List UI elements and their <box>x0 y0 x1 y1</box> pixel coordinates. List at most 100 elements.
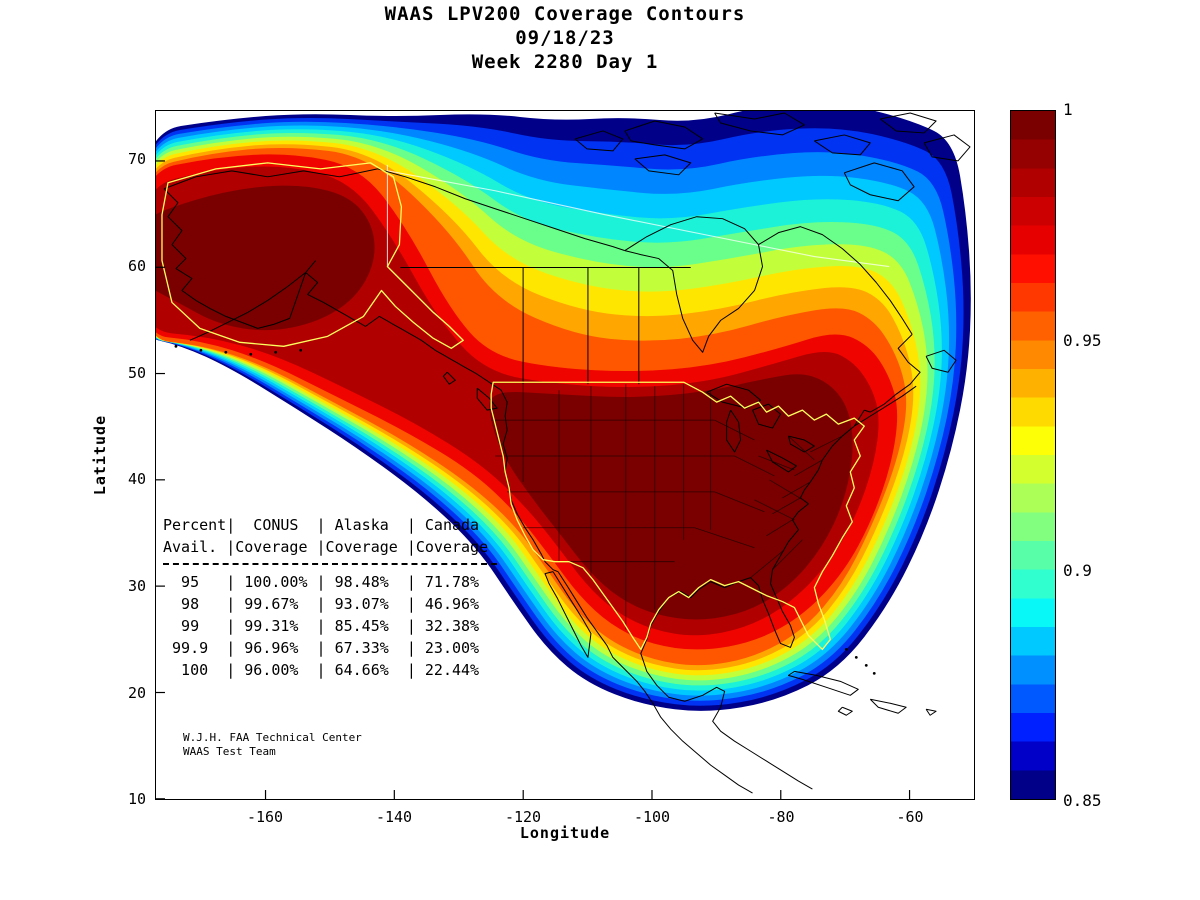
state-border <box>714 419 755 441</box>
axis-tick-marks <box>156 160 911 799</box>
region-line <box>387 170 890 268</box>
state-border <box>772 539 803 570</box>
y-tick-label: 50 <box>127 364 146 382</box>
title-line-2: 09/18/23 <box>515 27 615 49</box>
table-header-row: Percent| CONUS | Alaska | Canada <box>163 516 498 534</box>
island-dot <box>174 344 178 348</box>
state-border <box>714 491 765 513</box>
island-dot <box>844 648 848 651</box>
island-dot <box>854 656 858 659</box>
coastline <box>864 333 921 413</box>
x-axis-label: Longitude <box>519 824 611 842</box>
colorbar <box>1010 110 1056 800</box>
state-borders <box>491 384 843 630</box>
coastline <box>305 260 559 573</box>
coastline <box>854 385 917 427</box>
y-tick-label: 40 <box>127 470 146 488</box>
y-tick-label: 20 <box>127 684 146 702</box>
contour-fills <box>156 111 971 711</box>
coastline <box>843 162 915 202</box>
island-dot <box>224 350 228 354</box>
coastline <box>787 435 815 453</box>
coastline <box>923 134 971 162</box>
coastline <box>752 403 781 429</box>
x-tick-label: -100 <box>633 808 671 826</box>
coastline <box>634 154 692 176</box>
coastline <box>837 706 853 716</box>
coastline <box>758 226 913 335</box>
x-tick-label: -160 <box>246 808 284 826</box>
y-tick-label: 30 <box>127 577 146 595</box>
table-row: 99.9 | 96.96% | 67.33% | 23.00% <box>163 639 498 657</box>
coastline <box>879 112 937 134</box>
state-border <box>782 481 811 499</box>
coastline <box>189 272 306 341</box>
island-dot <box>274 350 278 354</box>
island-dot <box>872 671 876 675</box>
contour-core-alaska <box>156 185 375 331</box>
contour-core-conus <box>489 374 853 620</box>
state-border <box>734 455 775 477</box>
coastline <box>476 387 498 411</box>
island-dot <box>299 348 303 352</box>
coastline <box>442 371 456 385</box>
y-tick-label: 10 <box>127 790 146 808</box>
coverage-table: Percent| CONUS | Alaska | Canada Avail. … <box>163 514 497 681</box>
state-border <box>788 435 815 461</box>
x-tick-label: -60 <box>896 808 924 826</box>
coastline <box>714 112 805 136</box>
coastline <box>869 698 907 714</box>
table-row: 100 | 96.00% | 64.66% | 22.44% <box>163 661 498 679</box>
coastline <box>925 349 957 373</box>
map-plot-area <box>155 110 975 800</box>
coastline <box>544 571 592 658</box>
coastline <box>787 670 859 696</box>
table-row: 98 | 99.67% | 93.07% | 46.96% <box>163 595 498 613</box>
credit-line-1: W.J.H. FAA Technical Center <box>183 731 362 744</box>
table-row: 99 | 99.31% | 85.45% | 32.38% <box>163 617 498 635</box>
coastline <box>624 216 764 353</box>
coverage-contour-map <box>156 111 971 799</box>
state-border <box>750 549 785 578</box>
colorbar-tick-label: 0.9 <box>1063 561 1092 580</box>
coastline <box>557 571 753 794</box>
table-divider <box>163 563 497 565</box>
colorbar-tick-label: 1 <box>1063 100 1073 119</box>
colorbar-tick-label: 0.85 <box>1063 791 1102 810</box>
coverage-region-outlines <box>161 162 865 651</box>
state-border <box>754 499 795 521</box>
page-title: WAAS LPV200 Coverage Contours 09/18/23 W… <box>155 2 975 74</box>
coastline <box>163 168 626 252</box>
island-dot <box>249 352 253 356</box>
island-dot <box>864 663 868 667</box>
y-axis-label: Latitude <box>91 414 109 496</box>
coastline <box>726 409 742 453</box>
coastline <box>640 409 865 790</box>
x-tick-label: -140 <box>375 808 413 826</box>
coastline <box>925 708 937 716</box>
table-row: 95 | 100.00% | 98.48% | 71.78% <box>163 573 498 591</box>
alaska-outline <box>161 162 464 349</box>
credit-line-2: WAAS Test Team <box>183 745 276 758</box>
state-border <box>794 459 823 477</box>
state-border <box>772 497 801 515</box>
x-tick-label: -80 <box>767 808 795 826</box>
coastline <box>706 383 762 409</box>
title-line-1: WAAS LPV200 Coverage Contours <box>384 3 746 25</box>
coastline <box>624 120 704 150</box>
state-border <box>758 455 795 471</box>
credit-text: W.J.H. FAA Technical Center WAAS Test Te… <box>183 731 362 759</box>
state-border <box>766 519 793 537</box>
coastline <box>574 130 624 152</box>
state-border <box>810 435 843 453</box>
state-border <box>694 527 755 549</box>
island-dot <box>199 348 203 352</box>
x-tick-label: -120 <box>504 808 542 826</box>
coastline <box>163 188 307 329</box>
y-tick-label: 60 <box>127 257 146 275</box>
y-tick-label: 70 <box>127 150 146 168</box>
table-header-row: Avail. |Coverage |Coverage |Coverage <box>163 538 498 556</box>
title-line-3: Week 2280 Day 1 <box>471 51 659 73</box>
coastline <box>814 134 871 156</box>
